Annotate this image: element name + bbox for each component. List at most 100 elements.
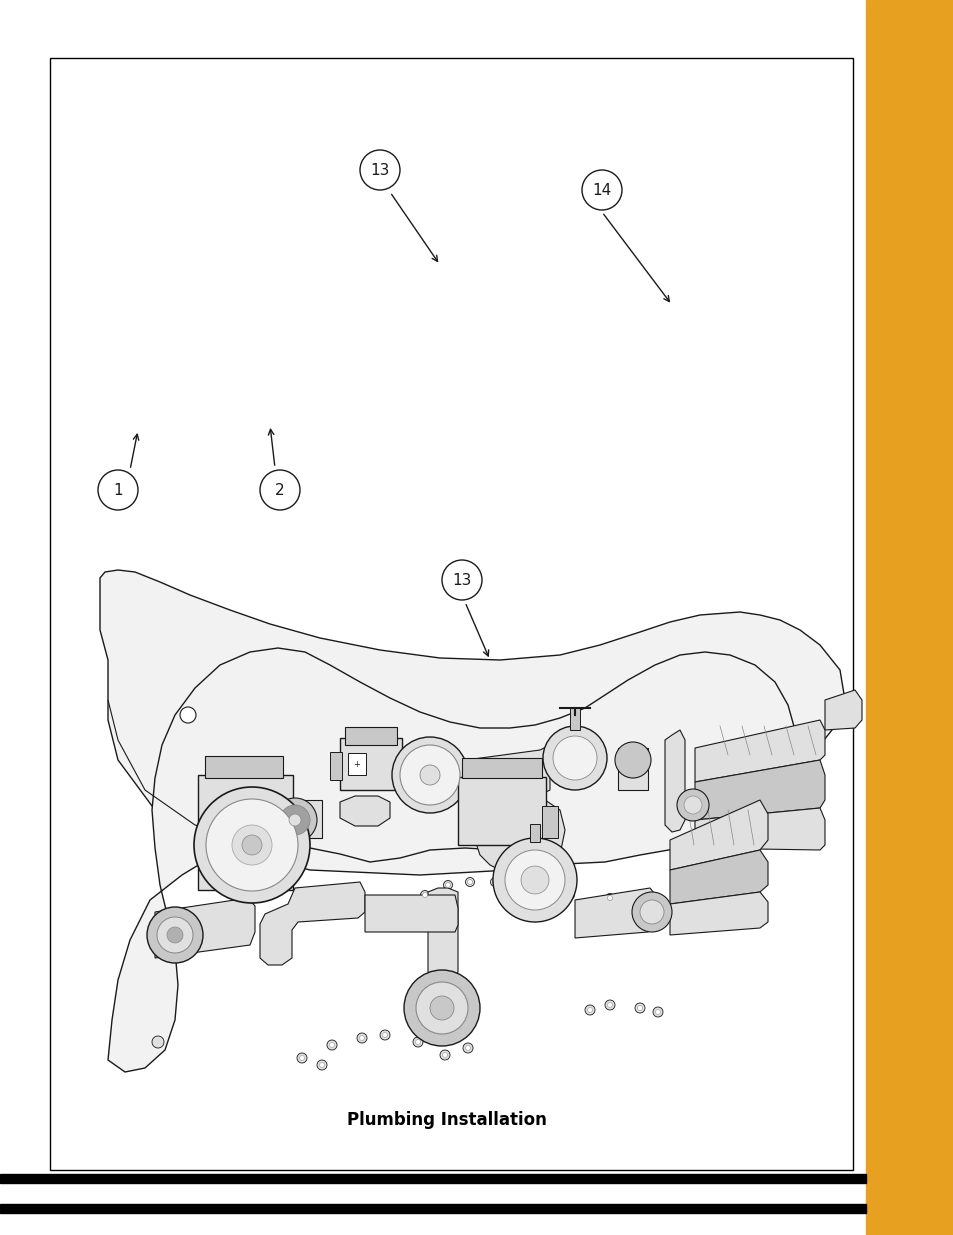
Circle shape (152, 1036, 164, 1049)
Circle shape (615, 742, 650, 778)
Circle shape (565, 890, 574, 899)
Bar (228, 811, 242, 832)
Polygon shape (695, 720, 824, 782)
Circle shape (683, 797, 701, 814)
Polygon shape (100, 571, 844, 876)
Circle shape (180, 706, 195, 722)
Circle shape (445, 883, 450, 888)
Bar (50, 58, 852, 1170)
Polygon shape (575, 888, 658, 939)
Bar (240, 800, 322, 839)
Circle shape (584, 1005, 595, 1015)
Circle shape (232, 825, 272, 864)
Polygon shape (669, 800, 767, 869)
Circle shape (289, 814, 301, 826)
Circle shape (637, 1005, 641, 1010)
Polygon shape (824, 690, 862, 730)
Circle shape (420, 890, 429, 899)
Text: Plumbing Installation: Plumbing Installation (347, 1112, 546, 1129)
Bar (345, 727, 396, 745)
Bar (339, 739, 401, 790)
Circle shape (442, 1052, 447, 1057)
Polygon shape (669, 892, 767, 935)
Bar (530, 824, 539, 842)
Circle shape (605, 893, 614, 903)
Text: 1: 1 (113, 483, 123, 498)
Circle shape (319, 1062, 324, 1067)
Circle shape (490, 878, 499, 887)
Circle shape (504, 850, 564, 910)
Circle shape (465, 878, 474, 887)
Bar (541, 806, 558, 839)
Text: 13: 13 (370, 163, 389, 178)
Bar (0, 1174, 865, 1183)
Circle shape (492, 879, 497, 884)
Circle shape (416, 1040, 420, 1045)
Polygon shape (465, 745, 550, 795)
Circle shape (467, 879, 472, 884)
Polygon shape (108, 648, 794, 1072)
Polygon shape (339, 797, 390, 826)
Circle shape (465, 1046, 470, 1051)
Bar (461, 758, 541, 778)
Polygon shape (695, 808, 824, 850)
Circle shape (193, 787, 310, 903)
Text: 2: 2 (274, 483, 285, 498)
Circle shape (443, 881, 452, 889)
Circle shape (527, 885, 532, 890)
Circle shape (392, 737, 468, 813)
Circle shape (430, 995, 454, 1020)
Circle shape (587, 1008, 592, 1013)
Circle shape (652, 1007, 662, 1016)
Circle shape (604, 1000, 615, 1010)
Circle shape (607, 1003, 612, 1008)
Polygon shape (664, 730, 684, 832)
Circle shape (327, 1040, 336, 1050)
Text: 14: 14 (592, 183, 611, 198)
Circle shape (525, 883, 534, 893)
Circle shape (422, 893, 427, 898)
Polygon shape (424, 888, 457, 1025)
Bar (618, 748, 647, 790)
Circle shape (677, 789, 708, 821)
Circle shape (542, 726, 606, 790)
Circle shape (242, 835, 262, 855)
Circle shape (167, 927, 183, 944)
Circle shape (206, 799, 297, 890)
Circle shape (403, 969, 479, 1046)
Text: 13: 13 (452, 573, 471, 588)
Circle shape (439, 1050, 450, 1060)
Bar (569, 708, 579, 730)
Circle shape (520, 866, 548, 894)
Circle shape (273, 798, 316, 842)
Bar (198, 776, 293, 890)
Bar (0, 1204, 865, 1213)
Circle shape (553, 736, 597, 781)
Bar (457, 777, 545, 845)
Bar (348, 753, 366, 776)
Circle shape (635, 1003, 644, 1013)
Circle shape (441, 559, 481, 600)
Bar (865, 0, 953, 1235)
Circle shape (157, 918, 193, 953)
Bar (205, 756, 283, 778)
Text: +: + (354, 760, 360, 768)
Circle shape (416, 982, 468, 1034)
Circle shape (260, 471, 299, 510)
Polygon shape (475, 808, 515, 869)
Polygon shape (365, 895, 457, 932)
Circle shape (280, 805, 310, 835)
Circle shape (655, 1009, 659, 1014)
Circle shape (98, 471, 138, 510)
Circle shape (359, 1035, 364, 1041)
Circle shape (462, 1044, 473, 1053)
Circle shape (296, 1053, 307, 1063)
Circle shape (299, 1056, 304, 1061)
Circle shape (639, 900, 663, 924)
Circle shape (493, 839, 577, 923)
Polygon shape (260, 882, 365, 965)
Polygon shape (695, 760, 824, 820)
Circle shape (359, 149, 399, 190)
Bar (330, 752, 341, 781)
Polygon shape (669, 850, 767, 904)
